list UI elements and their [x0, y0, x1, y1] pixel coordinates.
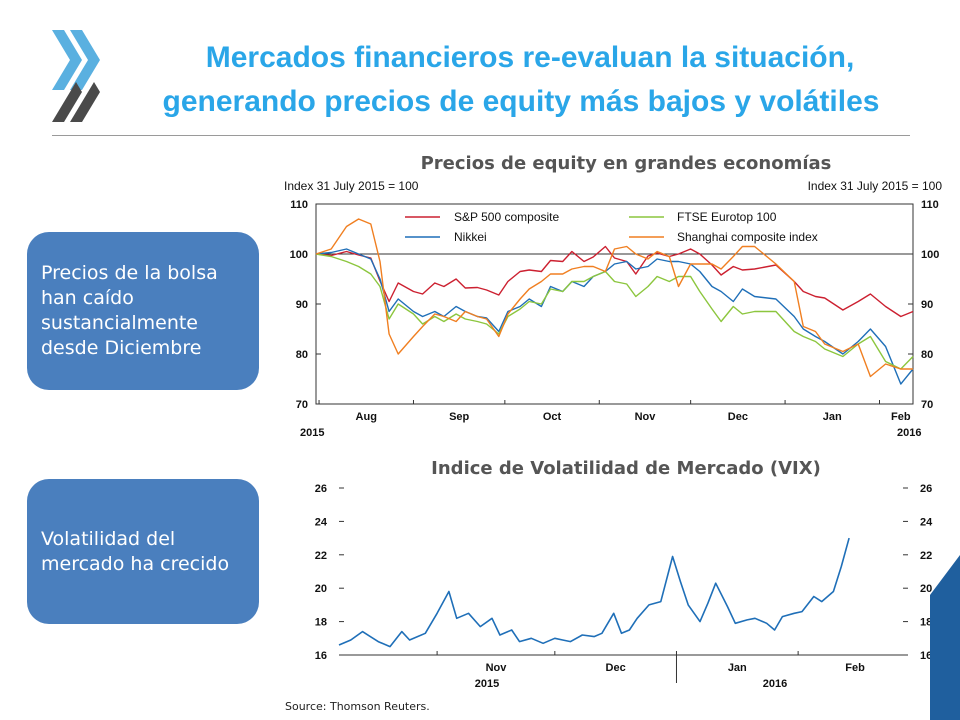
chart2-ytick-label-right: 18	[920, 617, 932, 629]
chart1-series-shanghai-line	[315, 218, 913, 378]
chart2-ytick-label: 26	[315, 483, 327, 495]
legend-sp500-label: S&P 500 composite	[454, 210, 560, 224]
chart1-ytick-label-right: 90	[921, 299, 933, 311]
slide-title: Mercados financieros re-evaluan la situa…	[100, 36, 960, 124]
chart2-year-2016: 2016	[763, 678, 787, 690]
chart1-ytick-label: 100	[290, 249, 308, 261]
chart1-year-2016: 2016	[897, 427, 921, 439]
chart2-xtick-label: Feb	[845, 662, 865, 674]
callout-volatility-text: Volatilidad del mercado ha crecido	[41, 527, 230, 575]
chart1-ytick-label: 90	[296, 299, 308, 311]
chart1-xtick-label: Nov	[635, 411, 657, 423]
chart1-ytick-label-right: 100	[921, 249, 939, 261]
chart1-title: Precios de equity en grandes economías	[421, 153, 832, 174]
chart1-xtick-label: Sep	[449, 411, 469, 423]
chart1-ytick-label-right: 80	[921, 349, 933, 361]
callout-volatility: Volatilidad del mercado ha crecido	[27, 479, 259, 624]
chart1-series-ftse-line	[315, 253, 914, 370]
chart2-ytick-label: 22	[315, 550, 327, 562]
chart1-xtick-label: Oct	[543, 411, 562, 423]
chart2-ytick-label-right: 24	[920, 516, 933, 528]
chart2-xtick-label: Dec	[606, 662, 626, 674]
chart1-ylabel-right: Index 31 July 2015 = 100	[808, 179, 943, 193]
corner-decoration	[930, 555, 960, 720]
chart1-ytick-label-right: 70	[921, 399, 933, 411]
chart1-ytick-label: 70	[296, 399, 308, 411]
chart1-ytick-label: 110	[290, 199, 308, 211]
title-divider	[52, 135, 910, 136]
chart2-year-2015: 2015	[475, 678, 499, 690]
chart1-series-sp500-line	[315, 245, 914, 318]
chart1-year-2015: 2015	[300, 427, 324, 439]
chart2-title: Indice de Volatilidad de Mercado (VIX)	[431, 458, 821, 479]
chart1-ylabel-left: Index 31 July 2015 = 100	[284, 179, 419, 193]
legend-ftse-label: FTSE Eurotop 100	[677, 210, 777, 224]
chart2-ytick-label-right: 20	[920, 583, 932, 595]
chart1-xtick-label: Feb	[891, 411, 911, 423]
callout-equity-prices: Precios de la bolsa han caído sustancial…	[27, 232, 259, 390]
chart1-ytick-label-right: 110	[921, 199, 939, 211]
legend-nikkei-label: Nikkei	[454, 230, 487, 244]
title-line-1: Mercados financieros re-evaluan la situa…	[205, 41, 855, 74]
chart1-xtick-label: Aug	[356, 411, 377, 423]
chart1-ytick-label: 80	[296, 349, 308, 361]
legend-shanghai-label: Shanghai composite index	[677, 230, 818, 244]
chart2-xtick-label: Jan	[728, 662, 747, 674]
chart2-ytick-label-right: 16	[920, 650, 932, 662]
chart1-xtick-label: Jan	[823, 411, 842, 423]
chart2-ytick-label: 18	[315, 617, 327, 629]
chart2-ytick-label-right: 26	[920, 483, 932, 495]
chart2-series-vix-line	[338, 537, 850, 648]
title-line-2: generando precios de equity más bajos y …	[162, 85, 880, 118]
chart2-ytick-label: 20	[315, 583, 327, 595]
source-note: Source: Thomson Reuters.	[285, 700, 430, 713]
oecd-chevrons-icon	[52, 30, 100, 122]
callout-equity-text: Precios de la bolsa han caído sustancial…	[41, 262, 218, 359]
chart2-ytick-label: 16	[315, 650, 327, 662]
chart2-xtick-label: Nov	[486, 662, 508, 674]
chart1-xtick-label: Dec	[728, 411, 748, 423]
chart2-ytick-label-right: 22	[920, 550, 932, 562]
chart2-ytick-label: 24	[315, 516, 328, 528]
